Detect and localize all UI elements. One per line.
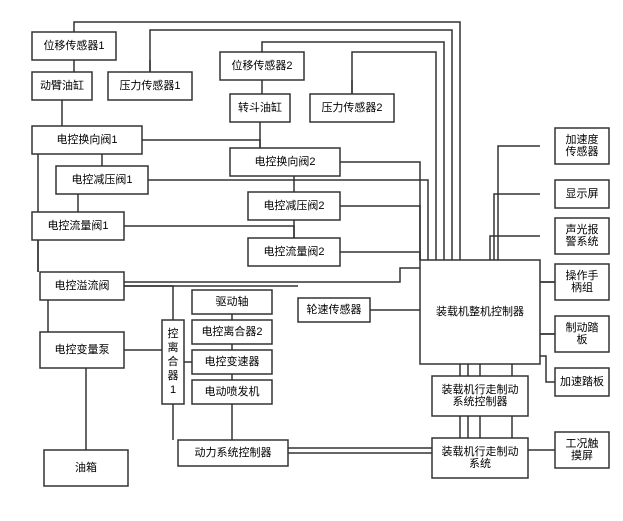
block-power: 动力系统控制器 (178, 440, 288, 466)
label: 电控换向阀1 (56, 132, 117, 146)
label: 装载机整机控制器 (436, 304, 524, 318)
block-eng: 电动喷发机 (192, 380, 272, 404)
label: 控 (168, 326, 179, 340)
label: 柄组 (571, 280, 593, 294)
label: 系统 (469, 457, 491, 470)
label: 电控换向阀2 (254, 154, 315, 168)
block-redv2: 电控减压阀2 (248, 192, 340, 220)
block-redv1: 电控减压阀1 (56, 166, 148, 194)
label: 声光报 (566, 222, 599, 236)
block-disp2: 位移传感器2 (220, 52, 304, 80)
block-alarm: 声光报警系统 (555, 218, 609, 254)
label: 加速踏板 (560, 374, 604, 388)
block-varp: 电控变量泵 (40, 332, 124, 368)
label: 合 (168, 354, 179, 368)
label: 轮速传感器 (307, 302, 362, 316)
label: 驱动轴 (216, 294, 249, 308)
label: 动臂油缸 (40, 78, 84, 92)
label: 电控变量泵 (55, 342, 110, 356)
label: 离 (168, 340, 179, 354)
label: 电动喷发机 (205, 384, 260, 398)
block-touch: 工况触摸屏 (555, 432, 609, 468)
label: 1 (170, 384, 176, 396)
label: 位移传感器2 (231, 58, 292, 72)
block-flowv1: 电控流量阀1 (32, 212, 124, 240)
block-accs: 加速度传感器 (555, 128, 609, 164)
block-apd: 加速踏板 (555, 368, 609, 396)
block-clu2: 电控离合器2 (192, 320, 272, 344)
block-bucket: 转斗油缸 (230, 94, 290, 122)
block-armcyl: 动臂油缸 (32, 72, 92, 100)
block-relv: 电控溢流阀 (40, 272, 124, 300)
block-psens1: 压力传感器1 (108, 72, 192, 100)
block-brks: 装载机行走制动系统 (432, 438, 528, 478)
block-trans: 电控变速器 (192, 350, 272, 374)
label: 压力传感器1 (119, 79, 180, 92)
label: 动力系统控制器 (195, 445, 272, 459)
label: 显示屏 (566, 187, 599, 200)
label: 油箱 (75, 460, 97, 474)
label: 装载机行走制动 (442, 382, 519, 396)
block-clu1: 控离合器 1 (162, 320, 184, 404)
label: 系统控制器 (453, 394, 508, 408)
label: 位移传感器1 (43, 38, 104, 52)
block-psens2: 压力传感器2 (310, 94, 394, 122)
label: 装载机行走制动 (442, 444, 519, 458)
label: 板 (577, 332, 588, 346)
system-block-diagram: 位移传感器1 动臂油缸 压力传感器1 位移传感器2 转斗油缸 压力传感器2 电控换向阀1 电控… (0, 0, 623, 521)
label: 电控离合器2 (201, 324, 262, 338)
block-revv2: 电控换向阀2 (230, 148, 340, 176)
label: 电控减压阀1 (71, 172, 132, 186)
label: 工况触 (566, 436, 599, 450)
block-disp1: 位移传感器1 (32, 32, 116, 60)
label: 电控溢流阀 (55, 278, 110, 292)
block-bpd: 制动踏板 (555, 316, 609, 352)
label: 电控变速器 (205, 354, 260, 368)
label: 警系统 (566, 234, 599, 248)
label: 摸屏 (571, 449, 593, 462)
label: 加速度 (566, 132, 599, 146)
label: 制动踏 (566, 320, 599, 334)
block-revv1: 电控换向阀1 (32, 126, 142, 154)
label: 电控流量阀2 (263, 244, 324, 258)
block-tank: 油箱 (44, 450, 128, 486)
label: 器 (168, 369, 179, 382)
label: 转斗油缸 (238, 100, 282, 114)
block-brkc: 装载机行走制动系统控制器 (432, 376, 528, 416)
block-flowv2: 电控流量阀2 (248, 238, 340, 266)
label: 电控减压阀2 (263, 198, 324, 212)
label: 电控流量阀1 (47, 218, 108, 232)
label: 传感器 (566, 145, 599, 158)
block-disp: 显示屏 (555, 180, 609, 208)
block-joy: 操作手柄组 (555, 264, 609, 300)
block-whspd: 轮速传感器 (298, 298, 370, 322)
block-mainc: 装载机整机控制器 (420, 260, 540, 364)
block-drvsh: 驱动轴 (192, 290, 272, 314)
label: 操作手 (566, 268, 599, 282)
label: 压力传感器2 (321, 101, 382, 114)
